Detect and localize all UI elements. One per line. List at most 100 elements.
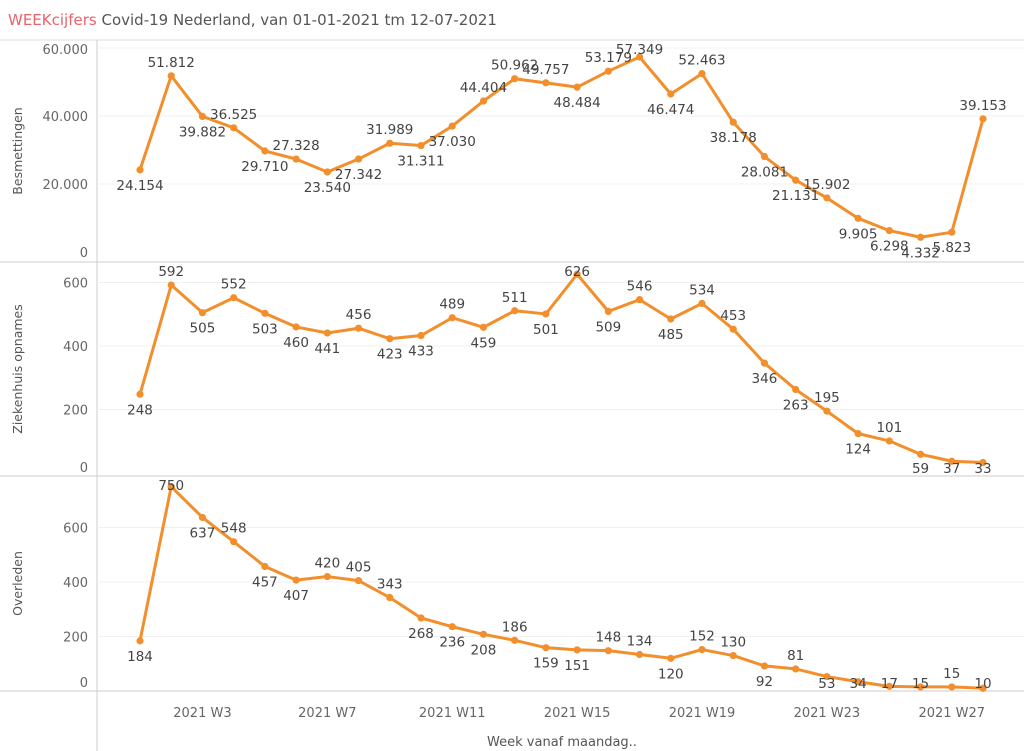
data-point[interactable] — [573, 646, 581, 654]
data-point[interactable] — [230, 294, 238, 302]
data-point[interactable] — [448, 623, 456, 631]
data-label: 37 — [943, 461, 960, 477]
data-point[interactable] — [792, 385, 800, 394]
data-point[interactable] — [386, 593, 394, 602]
data-point[interactable] — [916, 683, 925, 691]
data-point[interactable] — [354, 155, 363, 163]
data-point[interactable] — [511, 636, 519, 644]
data-point[interactable] — [479, 97, 488, 105]
data-point[interactable] — [979, 458, 987, 467]
data-point[interactable] — [479, 323, 488, 331]
data-label: 433 — [408, 344, 434, 360]
data-point[interactable] — [604, 307, 612, 315]
data-point[interactable] — [136, 637, 144, 645]
data-point[interactable] — [729, 651, 737, 660]
data-point[interactable] — [698, 645, 706, 654]
data-point[interactable] — [261, 562, 269, 571]
data-point[interactable] — [635, 296, 644, 304]
data-label: 6.298 — [870, 239, 909, 255]
data-point[interactable] — [198, 309, 207, 317]
data-point[interactable] — [760, 359, 769, 367]
data-point[interactable] — [667, 90, 675, 98]
data-point[interactable] — [979, 684, 987, 692]
data-point[interactable] — [417, 331, 425, 340]
data-point[interactable] — [635, 53, 644, 61]
data-point[interactable] — [729, 118, 737, 126]
data-point[interactable] — [635, 650, 644, 659]
data-point[interactable] — [323, 329, 331, 337]
data-point[interactable] — [323, 168, 331, 176]
data-point[interactable] — [885, 682, 893, 690]
data-point[interactable] — [167, 72, 175, 80]
data-label: 441 — [314, 341, 340, 357]
data-point[interactable] — [854, 214, 862, 222]
data-point[interactable] — [167, 281, 175, 289]
data-point[interactable] — [823, 407, 831, 415]
data-point[interactable] — [823, 194, 831, 202]
data-point[interactable] — [792, 665, 800, 673]
data-point[interactable] — [854, 678, 862, 686]
data-point[interactable] — [979, 115, 987, 123]
data-label: 36.525 — [210, 107, 257, 123]
data-point[interactable] — [760, 152, 769, 161]
data-point[interactable] — [167, 483, 175, 491]
data-point[interactable] — [198, 513, 207, 522]
data-point[interactable] — [792, 176, 800, 184]
data-label: 511 — [502, 290, 528, 306]
data-point[interactable] — [354, 577, 363, 585]
data-point[interactable] — [573, 83, 581, 91]
x-tick-label: 2021 W23 — [794, 706, 861, 721]
data-point[interactable] — [230, 538, 238, 546]
data-point[interactable] — [136, 166, 144, 174]
data-point[interactable] — [417, 141, 425, 150]
data-point[interactable] — [323, 572, 331, 581]
data-label: 53.179 — [585, 50, 632, 66]
data-point[interactable] — [948, 457, 956, 465]
data-label: 15 — [912, 676, 929, 692]
data-point[interactable] — [542, 79, 550, 87]
data-point[interactable] — [511, 307, 519, 315]
data-label: 456 — [346, 307, 372, 323]
y-tick-label: 200 — [63, 631, 88, 646]
data-label: 505 — [190, 321, 216, 337]
data-point[interactable] — [667, 315, 675, 323]
data-point[interactable] — [261, 309, 269, 317]
data-point[interactable] — [448, 122, 456, 130]
data-point[interactable] — [292, 576, 300, 584]
data-point[interactable] — [479, 630, 488, 638]
data-label: 39.882 — [179, 124, 226, 140]
data-point[interactable] — [354, 324, 363, 332]
data-point[interactable] — [885, 437, 893, 445]
data-point[interactable] — [698, 299, 706, 308]
data-point[interactable] — [823, 672, 831, 681]
data-point[interactable] — [511, 75, 519, 83]
data-point[interactable] — [542, 310, 550, 318]
data-point[interactable] — [292, 155, 300, 163]
data-point[interactable] — [948, 228, 956, 236]
data-point[interactable] — [417, 614, 425, 622]
data-point[interactable] — [386, 335, 394, 343]
data-point[interactable] — [604, 647, 612, 655]
data-point[interactable] — [916, 450, 925, 458]
data-point[interactable] — [604, 67, 612, 75]
data-point[interactable] — [386, 139, 394, 147]
data-point[interactable] — [729, 325, 737, 333]
data-point[interactable] — [448, 314, 456, 322]
data-point[interactable] — [854, 430, 862, 438]
data-point[interactable] — [230, 124, 238, 132]
data-point[interactable] — [573, 270, 581, 278]
data-point[interactable] — [292, 323, 300, 331]
data-point[interactable] — [667, 654, 675, 662]
data-point[interactable] — [948, 683, 956, 691]
data-label: 460 — [283, 335, 309, 351]
data-point[interactable] — [136, 390, 144, 398]
data-point[interactable] — [542, 644, 550, 652]
data-point[interactable] — [261, 147, 269, 155]
data-point[interactable] — [698, 70, 706, 78]
data-point[interactable] — [198, 112, 207, 121]
data-point[interactable] — [760, 662, 769, 670]
y-tick-label: 400 — [63, 576, 88, 591]
data-label: 59 — [912, 461, 929, 477]
data-point[interactable] — [885, 226, 893, 235]
data-point[interactable] — [916, 233, 925, 241]
